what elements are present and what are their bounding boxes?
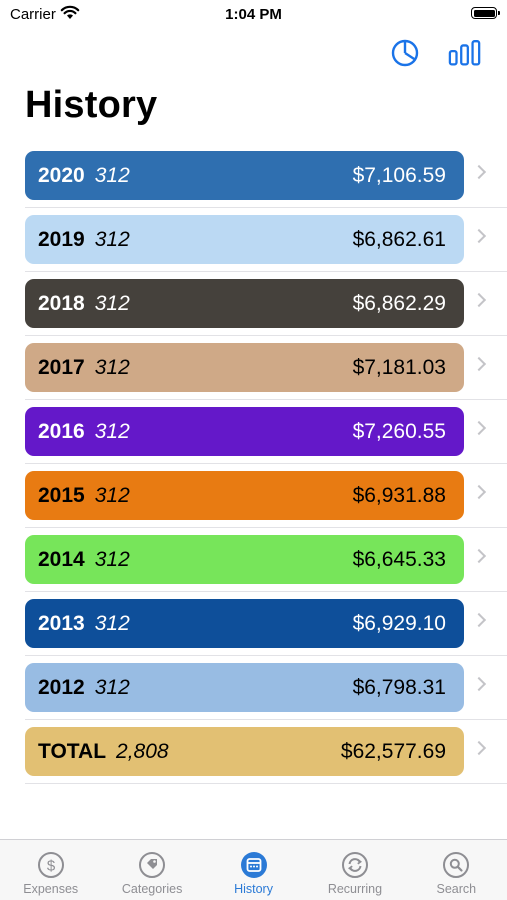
history-card: 2017 312 $7,181.03 bbox=[25, 343, 464, 392]
tab-label: Search bbox=[436, 882, 477, 896]
count-label: 312 bbox=[94, 291, 130, 315]
history-row[interactable]: 2019 312 $6,862.61 bbox=[0, 208, 507, 272]
year-label: 2015 bbox=[38, 483, 85, 507]
history-card: 2015 312 $6,931.88 bbox=[25, 471, 464, 520]
amount-label: $6,929.10 bbox=[352, 611, 446, 635]
count-label: 312 bbox=[94, 675, 130, 699]
tab-history[interactable]: History bbox=[203, 840, 304, 900]
count-label: 312 bbox=[94, 547, 130, 571]
wifi-icon bbox=[60, 5, 80, 25]
tab-categories[interactable]: Categories bbox=[101, 840, 202, 900]
history-card: 2019 312 $6,862.61 bbox=[25, 215, 464, 264]
svg-text:$: $ bbox=[47, 858, 56, 875]
history-list: 2020 312 $7,106.59 2019 312 $6,862.61 20… bbox=[0, 144, 507, 784]
amount-label: $6,862.61 bbox=[352, 227, 446, 251]
history-row[interactable]: 2017 312 $7,181.03 bbox=[0, 336, 507, 400]
year-label: 2019 bbox=[38, 227, 85, 251]
year-label: 2017 bbox=[38, 355, 85, 379]
history-row[interactable]: 2020 312 $7,106.59 bbox=[0, 144, 507, 208]
count-label: 312 bbox=[94, 355, 130, 379]
tab-recurring[interactable]: Recurring bbox=[304, 840, 405, 900]
carrier-label: Carrier bbox=[10, 6, 56, 23]
year-label: 2020 bbox=[38, 163, 85, 187]
year-label: 2014 bbox=[38, 547, 85, 571]
count-label: 312 bbox=[94, 483, 130, 507]
total-row[interactable]: TOTAL 2,808 $62,577.69 bbox=[0, 720, 507, 784]
tab-expenses[interactable]: $ Expenses bbox=[0, 840, 101, 900]
chevron-right-icon bbox=[471, 484, 487, 500]
count-label: 312 bbox=[94, 611, 130, 635]
dollar-icon: $ bbox=[37, 852, 64, 878]
amount-label: $6,862.29 bbox=[352, 291, 446, 315]
tab-label: Categories bbox=[121, 882, 183, 896]
amount-label: $6,645.33 bbox=[352, 547, 446, 571]
amount-label: $7,260.55 bbox=[352, 419, 446, 443]
history-row[interactable]: 2016 312 $7,260.55 bbox=[0, 400, 507, 464]
total-count-label: 2,808 bbox=[116, 739, 169, 763]
tab-bar: $ Expenses Categories History Rec bbox=[0, 839, 507, 900]
page-title: History bbox=[25, 84, 158, 126]
tag-icon bbox=[139, 852, 166, 878]
history-row[interactable]: 2015 312 $6,931.88 bbox=[0, 464, 507, 528]
history-card: 2014 312 $6,645.33 bbox=[25, 535, 464, 584]
tab-label: Recurring bbox=[327, 882, 383, 896]
amount-label: $6,931.88 bbox=[352, 483, 446, 507]
total-amount-label: $62,577.69 bbox=[340, 739, 446, 763]
clock: 1:04 PM bbox=[225, 6, 282, 23]
repeat-icon bbox=[341, 852, 368, 878]
chevron-right-icon bbox=[471, 740, 487, 756]
total-card: TOTAL 2,808 $62,577.69 bbox=[25, 727, 464, 776]
chevron-right-icon bbox=[471, 292, 487, 308]
chevron-right-icon bbox=[471, 676, 487, 692]
chevron-right-icon bbox=[471, 420, 487, 436]
amount-label: $7,181.03 bbox=[352, 355, 446, 379]
count-label: 312 bbox=[94, 419, 130, 443]
history-row[interactable]: 2013 312 $6,929.10 bbox=[0, 592, 507, 656]
count-label: 312 bbox=[94, 227, 130, 251]
history-row[interactable]: 2012 312 $6,798.31 bbox=[0, 656, 507, 720]
history-card: 2020 312 $7,106.59 bbox=[25, 151, 464, 200]
chevron-right-icon bbox=[471, 548, 487, 564]
history-card: 2016 312 $7,260.55 bbox=[25, 407, 464, 456]
bar-chart-icon bbox=[448, 40, 481, 66]
chevron-right-icon bbox=[471, 612, 487, 628]
amount-label: $6,798.31 bbox=[352, 675, 446, 699]
status-bar: Carrier 1:04 PM bbox=[0, 0, 507, 30]
count-label: 312 bbox=[94, 163, 130, 187]
calendar-icon bbox=[240, 852, 267, 878]
history-row[interactable]: 2014 312 $6,645.33 bbox=[0, 528, 507, 592]
battery-icon bbox=[471, 7, 500, 19]
history-card: 2018 312 $6,862.29 bbox=[25, 279, 464, 328]
history-card: 2013 312 $6,929.10 bbox=[25, 599, 464, 648]
year-label: 2013 bbox=[38, 611, 85, 635]
year-label: 2012 bbox=[38, 675, 85, 699]
history-row[interactable]: 2018 312 $6,862.29 bbox=[0, 272, 507, 336]
bar-chart-button[interactable] bbox=[448, 36, 482, 70]
total-label: TOTAL bbox=[38, 739, 107, 763]
year-label: 2016 bbox=[38, 419, 85, 443]
pie-chart-button[interactable] bbox=[388, 36, 422, 70]
tab-search[interactable]: Search bbox=[406, 840, 507, 900]
chevron-right-icon bbox=[471, 356, 487, 372]
amount-label: $7,106.59 bbox=[352, 163, 446, 187]
search-icon bbox=[443, 852, 470, 878]
chevron-right-icon bbox=[471, 228, 487, 244]
tab-label: History bbox=[234, 882, 273, 896]
pie-chart-icon bbox=[391, 39, 419, 67]
chevron-right-icon bbox=[471, 164, 487, 180]
year-label: 2018 bbox=[38, 291, 85, 315]
tab-label: Expenses bbox=[23, 882, 79, 896]
history-card: 2012 312 $6,798.31 bbox=[25, 663, 464, 712]
